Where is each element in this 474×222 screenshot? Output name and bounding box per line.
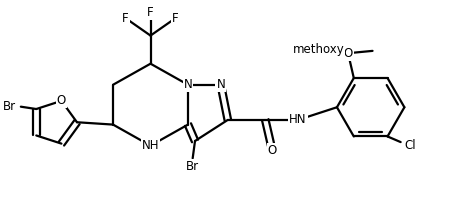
Text: methoxy: methoxy (293, 44, 345, 56)
Text: NH: NH (142, 139, 159, 152)
Text: F: F (122, 12, 129, 25)
Text: O: O (268, 144, 277, 157)
Text: N: N (217, 78, 225, 91)
Text: N: N (183, 78, 192, 91)
Text: F: F (172, 12, 179, 25)
Text: HN: HN (289, 113, 307, 126)
Text: Br: Br (3, 100, 16, 113)
Text: F: F (147, 6, 154, 19)
Text: Br: Br (186, 160, 199, 173)
Text: O: O (344, 47, 353, 60)
Text: O: O (57, 94, 66, 107)
Text: Cl: Cl (404, 139, 416, 152)
